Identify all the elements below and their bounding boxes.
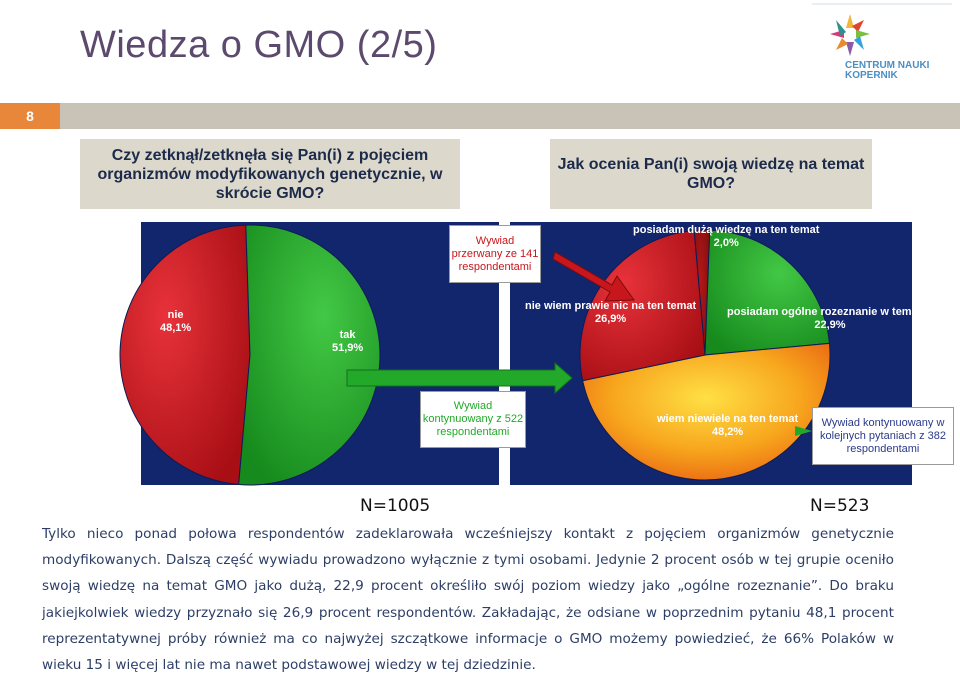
logo-icon [830, 14, 870, 56]
label-duza-wiedza: posiadam dużą wiedzę na ten temat 2,0% [633, 224, 820, 249]
pie-slice-ogolne-rozeznanie [704, 229, 830, 356]
arrow-red-icon [552, 251, 635, 302]
box-next-questions: Wywiad kontynuowany w kolejnych pytaniac… [812, 407, 954, 465]
pie-slice-tak [238, 224, 381, 486]
arrow-green-right-icon [346, 361, 573, 395]
label-ogolne-rozeznanie: posiadam ogólne rozeznanie w temacie 22,9… [727, 306, 933, 331]
slide-title: Wiedza o GMO (2/5) [80, 24, 438, 66]
arrow-green-box-icon [795, 426, 812, 436]
question-left: Czy zetknął/zetknęła się Pan(i) z pojęci… [80, 139, 460, 209]
logo-text: CENTRUM NAUKI KOPERNIK [845, 60, 930, 81]
label-nie-wiem: nie wiem prawie nic na ten temat 26,9% [525, 300, 697, 325]
summary-paragraph: Tylko nieco ponad połowa respondentów za… [42, 526, 894, 674]
pie-slice-nie [119, 224, 251, 486]
slide-number: 8 [0, 103, 60, 129]
question-left-text: Czy zetknął/zetknęła się Pan(i) z pojęci… [97, 146, 443, 202]
header-band [0, 103, 960, 129]
n-right: N=523 [810, 496, 870, 516]
question-right: Jak ocenia Pan(i) swoją wiedzę na temat … [550, 139, 872, 209]
label-tak: tak 51,9% [332, 329, 364, 354]
pie-right [579, 229, 831, 481]
logo-top-line [812, 3, 952, 5]
box-interrupted: Wywiad przerwany ze 141 respondentami [449, 225, 541, 283]
label-nie: nie 48,1% [160, 309, 192, 334]
pie-slice-wiem-niewiele [582, 342, 831, 481]
label-wiem-niewiele: wiem niewiele na ten temat 48,2% [657, 413, 799, 438]
n-left: N=1005 [360, 496, 431, 516]
box-continued: Wywiad kontynuowany z 522 respondentami [420, 391, 526, 448]
pie-left [119, 224, 381, 486]
question-right-text: Jak ocenia Pan(i) swoją wiedzę na temat … [557, 156, 865, 192]
